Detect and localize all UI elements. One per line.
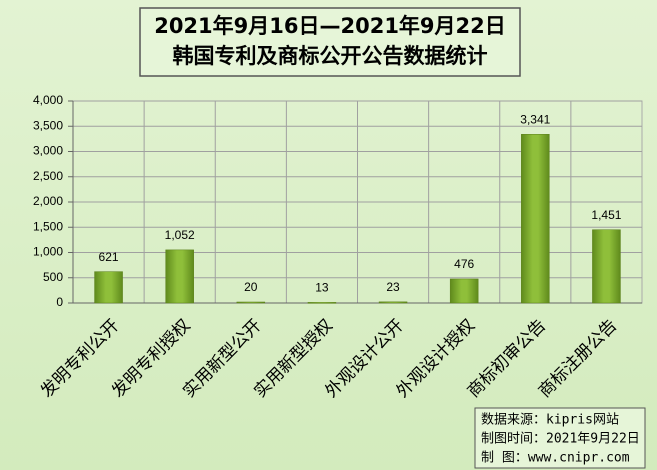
bar	[521, 134, 550, 304]
bar	[165, 249, 194, 304]
bar	[94, 271, 123, 304]
value-label: 20	[244, 280, 258, 294]
y-tick-label: 4,000	[33, 93, 63, 107]
bar	[592, 229, 621, 304]
bar	[236, 301, 266, 304]
value-label: 1,451	[591, 208, 621, 222]
source-box	[474, 407, 646, 469]
y-tick-label: 3,000	[33, 144, 63, 158]
value-label: 3,341	[520, 112, 550, 126]
value-label: 23	[386, 280, 400, 294]
y-tick-label: 500	[43, 270, 63, 284]
bar	[307, 302, 337, 304]
bar	[449, 278, 479, 304]
y-tick-label: 1,000	[33, 245, 63, 259]
y-tick-label: 1,500	[33, 219, 63, 233]
source-text: 制图时间：2021年9月22日	[481, 432, 640, 447]
y-tick-label: 2,000	[33, 194, 63, 208]
y-tick-label: 2,500	[33, 169, 63, 183]
title-box	[139, 7, 521, 77]
source-text: 制 图：www.cnipr.com	[481, 451, 630, 466]
value-label: 476	[454, 257, 474, 271]
source-text: 数据来源：kipris网站	[481, 413, 619, 428]
value-label: 621	[99, 250, 119, 264]
value-label: 1,052	[165, 228, 195, 242]
value-label: 13	[315, 281, 329, 295]
chart-title: 2021年9月16日—2021年9月22日	[154, 14, 506, 38]
y-tick-label: 3,500	[33, 118, 63, 132]
y-tick-label: 0	[56, 295, 63, 309]
chart-title: 韩国专利及商标公开公告数据统计	[173, 44, 488, 68]
bar	[378, 301, 408, 304]
